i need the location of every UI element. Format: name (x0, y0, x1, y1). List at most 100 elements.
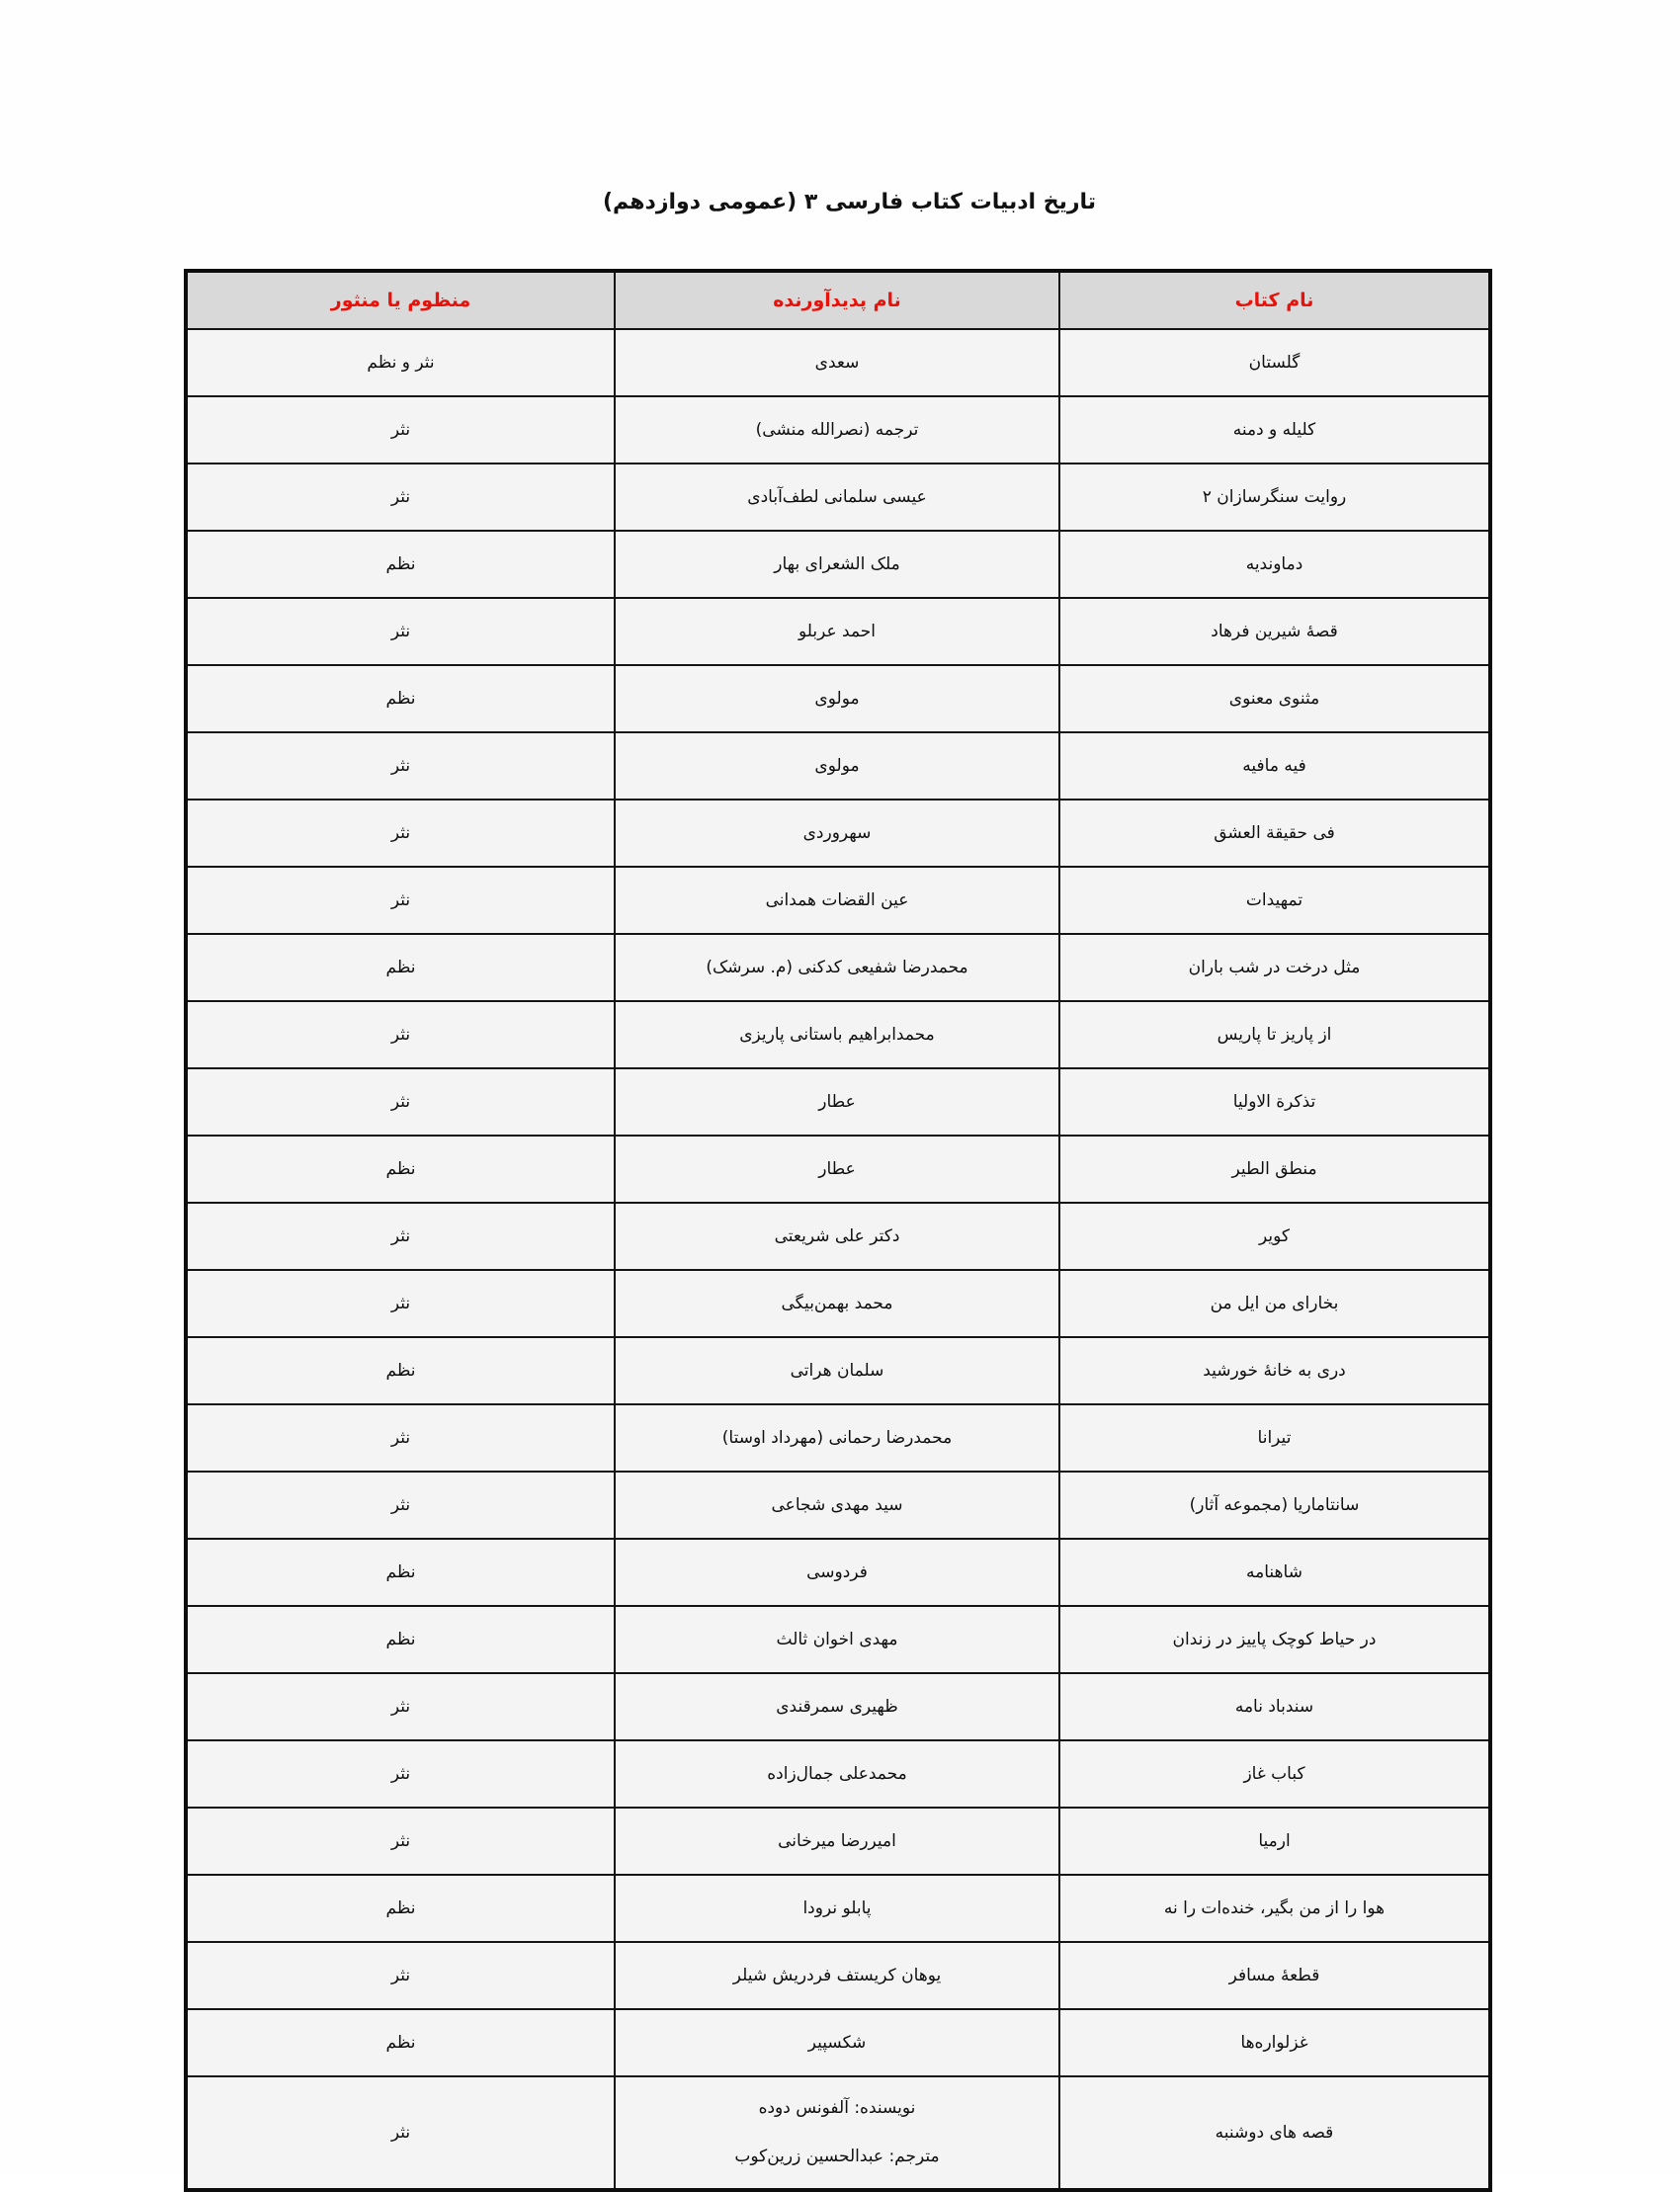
cell-author: محمدرضا شفیعی کدکنی (م. سرشک) (614, 933, 1060, 1002)
cell-author: احمد عربلو (614, 597, 1060, 666)
table-row: قطعهٔ مسافر یوهان کریستف فردریش شیلر نثر (185, 1941, 1491, 2010)
cell-book-title: هوا را از من بگیر، خنده‌ات را نه (1058, 1874, 1491, 1943)
cell-form: نثر (185, 1403, 616, 1473)
literature-table: نام کتاب نام پدیدآورنده منظوم یا منثور گ… (184, 269, 1492, 2192)
cell-book-title: غزلواره‌ها (1058, 2008, 1491, 2077)
table-row: تیرانا محمدرضا رحمانی (مهرداد اوستا) نثر (185, 1403, 1491, 1473)
table-row: کباب غاز محمدعلی جمال‌زاده نثر (185, 1739, 1491, 1809)
cell-form: نظم (185, 933, 616, 1002)
table-row: مثنوی معنوی مولوی نظم (185, 664, 1491, 733)
cell-book-title: کلیله و دمنه (1058, 395, 1491, 464)
cell-author: ملک الشعرای بهار (614, 530, 1060, 599)
cell-form: نظم (185, 530, 616, 599)
cell-form: نثر (185, 2075, 616, 2191)
cell-book-title: کباب غاز (1058, 1739, 1491, 1809)
cell-book-title: قصهٔ شیرین فرهاد (1058, 597, 1491, 666)
author-line: مترجم: عبدالحسین زرین‌کوب (734, 2147, 940, 2166)
column-header-author: نام پدیدآورنده (614, 270, 1060, 330)
cell-author: سعدی (614, 328, 1060, 397)
cell-form: نظم (185, 1874, 616, 1943)
table-row: گلستان سعدی نثر و نظم (185, 328, 1491, 397)
table-row: تذکرة الاولیا عطار نثر (185, 1067, 1491, 1137)
cell-book-title: تمهیدات (1058, 866, 1491, 935)
table-row: قصهٔ شیرین فرهاد احمد عربلو نثر (185, 597, 1491, 666)
cell-book-title: بخارای من ایل من (1058, 1269, 1491, 1338)
cell-book-title: دری به خانهٔ خورشید (1058, 1336, 1491, 1405)
cell-form: نثر (185, 1000, 616, 1069)
cell-author: شکسپیر (614, 2008, 1060, 2077)
table-row: دری به خانهٔ خورشید سلمان هراتی نظم (185, 1336, 1491, 1405)
table-row: تمهیدات عین القضات همدانی نثر (185, 866, 1491, 935)
cell-book-title: تذکرة الاولیا (1058, 1067, 1491, 1137)
table-row: قصه های دوشنبه نویسنده: آلفونس دوده مترجم:… (185, 2075, 1491, 2191)
cell-form: نثر و نظم (185, 328, 616, 397)
table-row: هوا را از من بگیر، خنده‌ات را نه پابلو نر… (185, 1874, 1491, 1943)
table-header: نام کتاب نام پدیدآورنده منظوم یا منثور (185, 270, 1491, 330)
cell-form: نثر (185, 799, 616, 868)
cell-author: عطار (614, 1135, 1060, 1204)
cell-book-title: روایت سنگرسازان ۲ (1058, 463, 1491, 532)
table-row: بخارای من ایل من محمد بهمن‌بیگی نثر (185, 1269, 1491, 1338)
cell-author: محمد بهمن‌بیگی (614, 1269, 1060, 1338)
cell-form: نظم (185, 2008, 616, 2077)
cell-author: ظهیری سمرقندی (614, 1672, 1060, 1741)
cell-form: نثر (185, 395, 616, 464)
table-row: فیه مافیه مولوی نثر (185, 731, 1491, 801)
cell-book-title: قصه های دوشنبه (1058, 2075, 1491, 2191)
cell-author: یوهان کریستف فردریش شیلر (614, 1941, 1060, 2010)
page-title: تاریخ ادبیات کتاب فارسی ۳ (عمومی دوازدهم… (603, 190, 1097, 214)
table-row: کویر دکتر علی شریعتی نثر (185, 1202, 1491, 1271)
table-row: از پاریز تا پاریس محمدابراهیم باستانی پار… (185, 1000, 1491, 1069)
cell-book-title: دماوندیه (1058, 530, 1491, 599)
table-row: کلیله و دمنه ترجمه (نصرالله منشی) نثر (185, 395, 1491, 464)
cell-author: محمدعلی جمال‌زاده (614, 1739, 1060, 1809)
cell-author: فردوسی (614, 1538, 1060, 1607)
cell-form: نثر (185, 1739, 616, 1809)
table-row: در حیاط کوچک پاییز در زندان مهدی اخوان ثا… (185, 1605, 1491, 1674)
cell-form: نثر (185, 597, 616, 666)
column-header-book: نام کتاب (1058, 270, 1491, 330)
cell-form: نظم (185, 1605, 616, 1674)
cell-form: نثر (185, 731, 616, 801)
cell-book-title: ارمیا (1058, 1807, 1491, 1876)
cell-author: سلمان هراتی (614, 1336, 1060, 1405)
cell-author: سید مهدی شجاعی (614, 1471, 1060, 1540)
cell-author: محمدابراهیم باستانی پاریزی (614, 1000, 1060, 1069)
cell-book-title: مثل درخت در شب باران (1058, 933, 1491, 1002)
cell-book-title: از پاریز تا پاریس (1058, 1000, 1491, 1069)
cell-author: دکتر علی شریعتی (614, 1202, 1060, 1271)
table-row: دماوندیه ملک الشعرای بهار نظم (185, 530, 1491, 599)
cell-book-title: منطق الطیر (1058, 1135, 1491, 1204)
cell-form: نظم (185, 1538, 616, 1607)
cell-form: نظم (185, 664, 616, 733)
table-row: غزلواره‌ها شکسپیر نظم (185, 2008, 1491, 2077)
cell-author: محمدرضا رحمانی (مهرداد اوستا) (614, 1403, 1060, 1473)
cell-form: نظم (185, 1135, 616, 1204)
cell-author: عین القضات همدانی (614, 866, 1060, 935)
cell-form: نثر (185, 463, 616, 532)
cell-author: عیسی سلمانی لطف‌آبادی (614, 463, 1060, 532)
table-row: سانتاماریا (مجموعه آثار) سید مهدی شجاعی نث… (185, 1471, 1491, 1540)
cell-book-title: قطعهٔ مسافر (1058, 1941, 1491, 2010)
cell-form: نثر (185, 1672, 616, 1741)
cell-form: نظم (185, 1336, 616, 1405)
cell-form: نثر (185, 1067, 616, 1137)
column-header-form: منظوم یا منثور (185, 270, 616, 330)
table-row: منطق الطیر عطار نظم (185, 1135, 1491, 1204)
literature-table-container: نام کتاب نام پدیدآورنده منظوم یا منثور گ… (184, 269, 1492, 2192)
cell-author: ترجمه (نصرالله منشی) (614, 395, 1060, 464)
table-row: روایت سنگرسازان ۲ عیسی سلمانی لطف‌آبادی نث… (185, 463, 1491, 532)
cell-author: مهدی اخوان ثالث (614, 1605, 1060, 1674)
cell-author: عطار (614, 1067, 1060, 1137)
cell-book-title: سانتاماریا (مجموعه آثار) (1058, 1471, 1491, 1540)
cell-form: نثر (185, 1269, 616, 1338)
cell-author: سهروردی (614, 799, 1060, 868)
author-multiline: نویسنده: آلفونس دوده مترجم: عبدالحسین زری… (626, 2087, 1049, 2178)
cell-book-title: سندباد نامه (1058, 1672, 1491, 1741)
cell-form: نثر (185, 866, 616, 935)
cell-author: نویسنده: آلفونس دوده مترجم: عبدالحسین زری… (614, 2075, 1060, 2191)
cell-book-title: شاهنامه (1058, 1538, 1491, 1607)
cell-form: نثر (185, 1941, 616, 2010)
table-row: ارمیا امیررضا میرخانی نثر (185, 1807, 1491, 1876)
